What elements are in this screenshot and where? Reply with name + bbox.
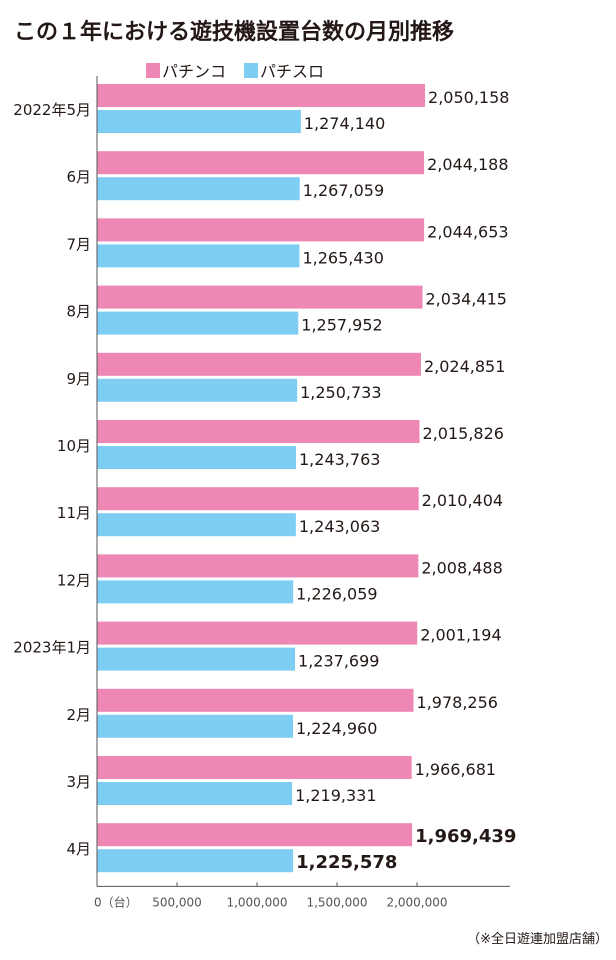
- x-tick-label: 2,000,000: [386, 895, 447, 909]
- x-tick-label: 1,500,000: [306, 895, 367, 909]
- data-label-pachinko: 2,044,188: [427, 155, 508, 174]
- category-label: 2月: [66, 706, 91, 724]
- legend-label-pachislot: パチスロ: [260, 62, 325, 81]
- data-label-pachinko: 2,010,404: [422, 491, 503, 510]
- data-label-pachinko: 1,978,256: [417, 693, 498, 712]
- data-label-pachinko: 2,044,653: [427, 222, 508, 241]
- category-label: 2023年1月: [13, 639, 91, 657]
- data-label-pachislot: 1,243,763: [299, 450, 380, 469]
- data-label-pachinko: 1,969,439: [415, 826, 516, 847]
- legend-swatch-pachinko: [146, 62, 160, 78]
- data-label-pachislot: 1,274,140: [304, 114, 385, 133]
- data-label-pachislot: 1,243,063: [299, 517, 380, 536]
- bar-pachinko: [97, 285, 423, 309]
- bar-pachislot: [97, 177, 300, 201]
- category-label: 9月: [66, 370, 91, 388]
- category-label: 7月: [66, 235, 91, 253]
- data-label-pachislot: 1,225,578: [296, 852, 397, 873]
- data-label-pachislot: 1,219,331: [295, 786, 376, 805]
- bar-pachislot: [97, 244, 300, 268]
- legend-item-pachislot: パチスロ: [244, 58, 324, 82]
- bar-pachinko: [97, 218, 425, 242]
- category-label: 6月: [66, 168, 91, 186]
- data-label-pachislot: 1,267,059: [303, 181, 384, 200]
- bar-pachinko: [97, 151, 425, 175]
- data-label-pachinko: 2,001,194: [420, 626, 501, 645]
- x-tick-label: 500,000: [152, 895, 202, 909]
- data-label-pachinko: 2,008,488: [421, 558, 502, 577]
- bar-pachislot: [97, 446, 297, 469]
- data-label-pachislot: 1,250,733: [300, 383, 381, 402]
- legend: パチンコ パチスロ: [146, 58, 342, 82]
- bar-pachislot: [97, 110, 301, 133]
- data-label-pachinko: 2,015,826: [423, 424, 504, 443]
- category-label: 8月: [66, 303, 91, 321]
- category-label: 11月: [57, 504, 91, 522]
- bar-pachinko: [97, 420, 420, 443]
- bar-pachislot: [97, 580, 294, 604]
- bar-pachislot: [97, 849, 294, 873]
- bar-pachislot: [97, 513, 296, 537]
- bar-pachinko: [97, 756, 412, 779]
- bar-pachinko: [97, 621, 418, 645]
- x-tick-label: 0（台）: [94, 894, 138, 909]
- bar-pachinko: [97, 688, 414, 712]
- data-label-pachislot: 1,237,699: [298, 652, 379, 671]
- data-label-pachinko: 1,966,681: [415, 760, 496, 779]
- bar-pachislot: [97, 647, 296, 671]
- category-label: 10月: [57, 437, 91, 455]
- bar-pachislot: [97, 782, 293, 805]
- category-label: 12月: [57, 571, 91, 589]
- bar-pachinko: [97, 84, 426, 107]
- category-label: 3月: [66, 773, 91, 791]
- data-label-pachislot: 1,226,059: [296, 584, 377, 603]
- legend-item-pachinko: パチンコ: [146, 58, 226, 82]
- data-label-pachislot: 1,257,952: [301, 316, 382, 335]
- legend-label-pachinko: パチンコ: [162, 62, 227, 81]
- data-label-pachinko: 2,034,415: [426, 290, 507, 309]
- bar-pachislot: [97, 311, 299, 335]
- legend-swatch-pachislot: [244, 62, 259, 78]
- x-tick-label: 1,000,000: [226, 895, 287, 909]
- chart-title: この１年における遊技機設置台数の月別推移: [14, 20, 455, 45]
- data-label-pachislot: 1,265,430: [302, 248, 383, 267]
- bar-pachinko: [97, 487, 419, 511]
- category-label: 2022年5月: [13, 101, 91, 119]
- data-label-pachinko: 2,024,851: [424, 357, 505, 376]
- bar-pachinko: [97, 352, 421, 376]
- data-label-pachislot: 1,224,960: [296, 719, 377, 738]
- bar-pachislot: [97, 378, 298, 402]
- data-label-pachinko: 2,050,158: [428, 88, 509, 107]
- bar-pachinko: [97, 823, 413, 847]
- source-note: （※全日遊連加盟店舗）: [467, 932, 608, 947]
- bar-pachislot: [97, 714, 293, 738]
- bar-pachinko: [97, 554, 419, 578]
- category-label: 4月: [66, 840, 91, 858]
